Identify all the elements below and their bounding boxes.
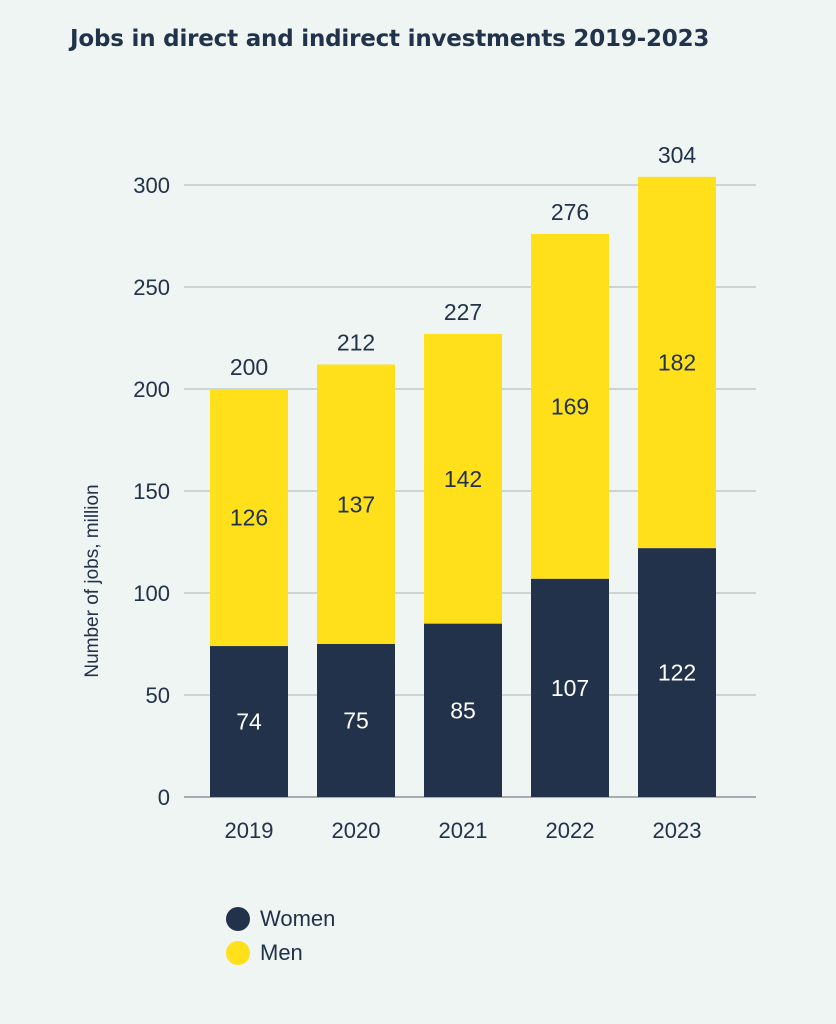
y-tick-label: 100: [133, 581, 170, 606]
x-tick-label: 2019: [225, 818, 274, 843]
x-tick-label: 2023: [653, 818, 702, 843]
legend-label-women: Women: [260, 906, 336, 931]
x-tick-label: 2021: [439, 818, 488, 843]
total-label: 276: [551, 199, 589, 225]
bar-men-2019: [210, 389, 288, 647]
bar-women-2019: [210, 646, 288, 797]
y-tick-label: 0: [158, 785, 170, 810]
labels: 0 50 100 150 200 250 300 Number of jobs, millio…: [82, 142, 701, 843]
bar-women-2022: [531, 578, 609, 797]
y-tick-label: 300: [133, 173, 170, 198]
bar-men-2023: [638, 176, 716, 549]
data-label-men: 182: [658, 349, 696, 375]
legend-item-men: Men: [226, 936, 335, 970]
y-tick-label: 200: [133, 377, 170, 402]
bar-women-2023: [638, 548, 716, 797]
data-label-women: 74: [236, 709, 262, 735]
data-label-men: 169: [551, 393, 589, 419]
data-label-women: 75: [343, 708, 369, 734]
total-label: 227: [444, 299, 482, 325]
legend-swatch-women: [226, 907, 250, 931]
data-label-women: 122: [658, 660, 696, 686]
data-label-men: 126: [230, 505, 268, 531]
legend-swatch-men: [226, 941, 250, 965]
bar-men-2022: [531, 233, 609, 579]
x-tick-label: 2022: [546, 818, 595, 843]
bar-men-2021: [424, 333, 502, 624]
data-label-women: 85: [450, 697, 476, 723]
bar-women-2020: [317, 644, 395, 797]
bar-women-2021: [424, 623, 502, 797]
data-label-men: 137: [337, 491, 375, 517]
y-tick-label: 150: [133, 479, 170, 504]
total-label: 200: [230, 354, 268, 380]
chart-title: Jobs in direct and indirect investments …: [70, 26, 710, 52]
total-label: 212: [337, 330, 375, 356]
data-label-men: 142: [444, 466, 482, 492]
bar-men-2020: [317, 364, 395, 644]
legend: Women Men: [226, 902, 335, 970]
legend-item-women: Women: [226, 902, 335, 936]
x-tick-label: 2020: [332, 818, 381, 843]
legend-label-men: Men: [260, 940, 303, 965]
bars: [210, 176, 716, 797]
y-tick-label: 50: [146, 683, 170, 708]
y-tick-label: 250: [133, 275, 170, 300]
data-label-women: 107: [551, 675, 589, 701]
total-label: 304: [658, 142, 697, 168]
y-axis-label: Number of jobs, million: [82, 484, 103, 677]
